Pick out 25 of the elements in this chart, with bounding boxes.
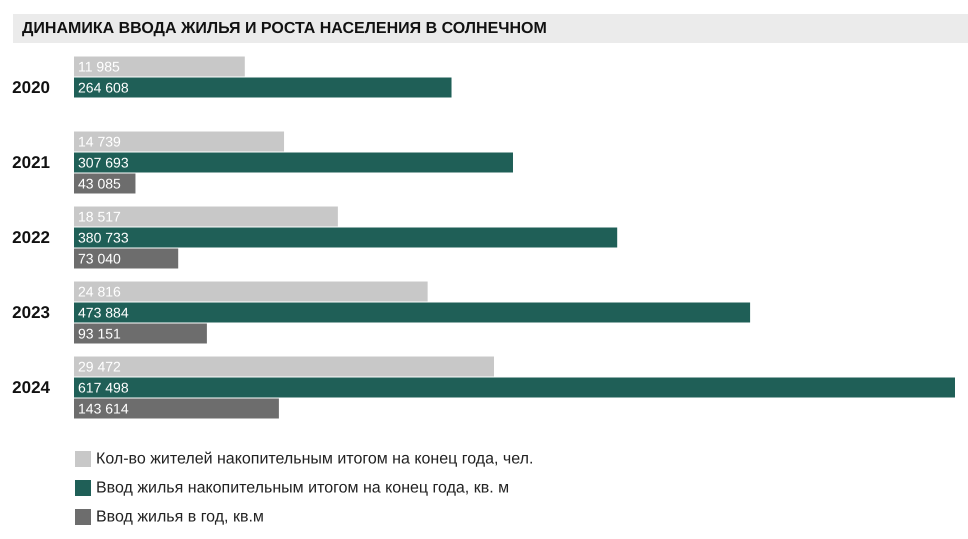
- chart-title: ДИНАМИКА ВВОДА ЖИЛЬЯ И РОСТА НАСЕЛЕНИЯ В СОЛНЕЧНОМ: [13, 14, 968, 43]
- bar: [74, 248, 178, 268]
- data-label: 380 733: [78, 230, 129, 246]
- bar: [74, 378, 955, 398]
- bar: [74, 78, 452, 98]
- data-label: 307 693: [78, 154, 129, 170]
- data-label: 617 498: [78, 380, 129, 396]
- data-label: 264 608: [78, 80, 129, 96]
- y-tick-label: 2024: [12, 378, 51, 397]
- y-tick-label: 2022: [12, 228, 50, 247]
- y-tick-label: 2021: [12, 153, 50, 172]
- y-tick-label: 2020: [12, 78, 50, 97]
- data-label: 43 085: [78, 176, 122, 192]
- data-label: 93 151: [78, 326, 122, 342]
- data-label: 473 884: [78, 304, 129, 320]
- data-label: 73 040: [78, 250, 122, 266]
- bar: [74, 228, 618, 248]
- legend-label: Ввод жилья в год, кв.м: [96, 508, 264, 526]
- bar: [74, 398, 279, 418]
- data-label: 143 614: [78, 400, 129, 416]
- bar: [74, 152, 513, 172]
- y-tick-label: 2023: [12, 303, 50, 322]
- bar: [74, 324, 207, 344]
- legend-label: Ввод жилья накопительным итогом на конец года, кв. м: [96, 480, 510, 496]
- legend-label: Кол-во жителей накопительным итогом на конец года, чел.: [96, 450, 534, 468]
